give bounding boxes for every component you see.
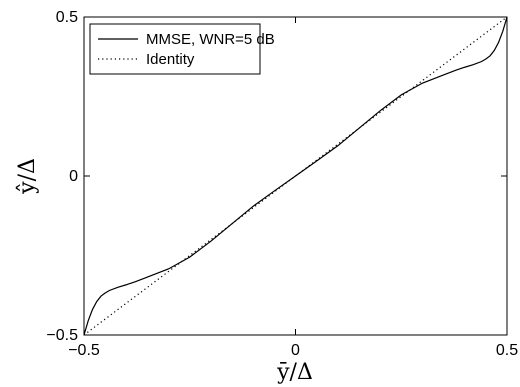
legend-label-0: MMSE, WNR=5 dB	[146, 31, 275, 48]
x-tick-label: −0.5	[68, 342, 100, 359]
series-layer	[83, 16, 508, 336]
x-tick-label: 0.5	[496, 342, 518, 359]
legend-label-1: Identity	[146, 51, 195, 68]
legend: MMSE, WNR=5 dB Identity	[89, 23, 275, 75]
legend-box	[89, 23, 261, 75]
tick-group: −0.5 0 0.5 −0.5 0 0.5	[46, 9, 518, 359]
y-axis-label: ŷ/Δ	[15, 158, 40, 195]
y-tick-label: 0.5	[56, 9, 78, 26]
x-tick-label: 0	[291, 342, 300, 359]
y-tick-label: −0.5	[46, 327, 78, 344]
x-axis-label: ȳ/Δ	[276, 360, 313, 385]
series-line-1	[83, 16, 508, 336]
y-tick-label: 0	[69, 168, 78, 185]
